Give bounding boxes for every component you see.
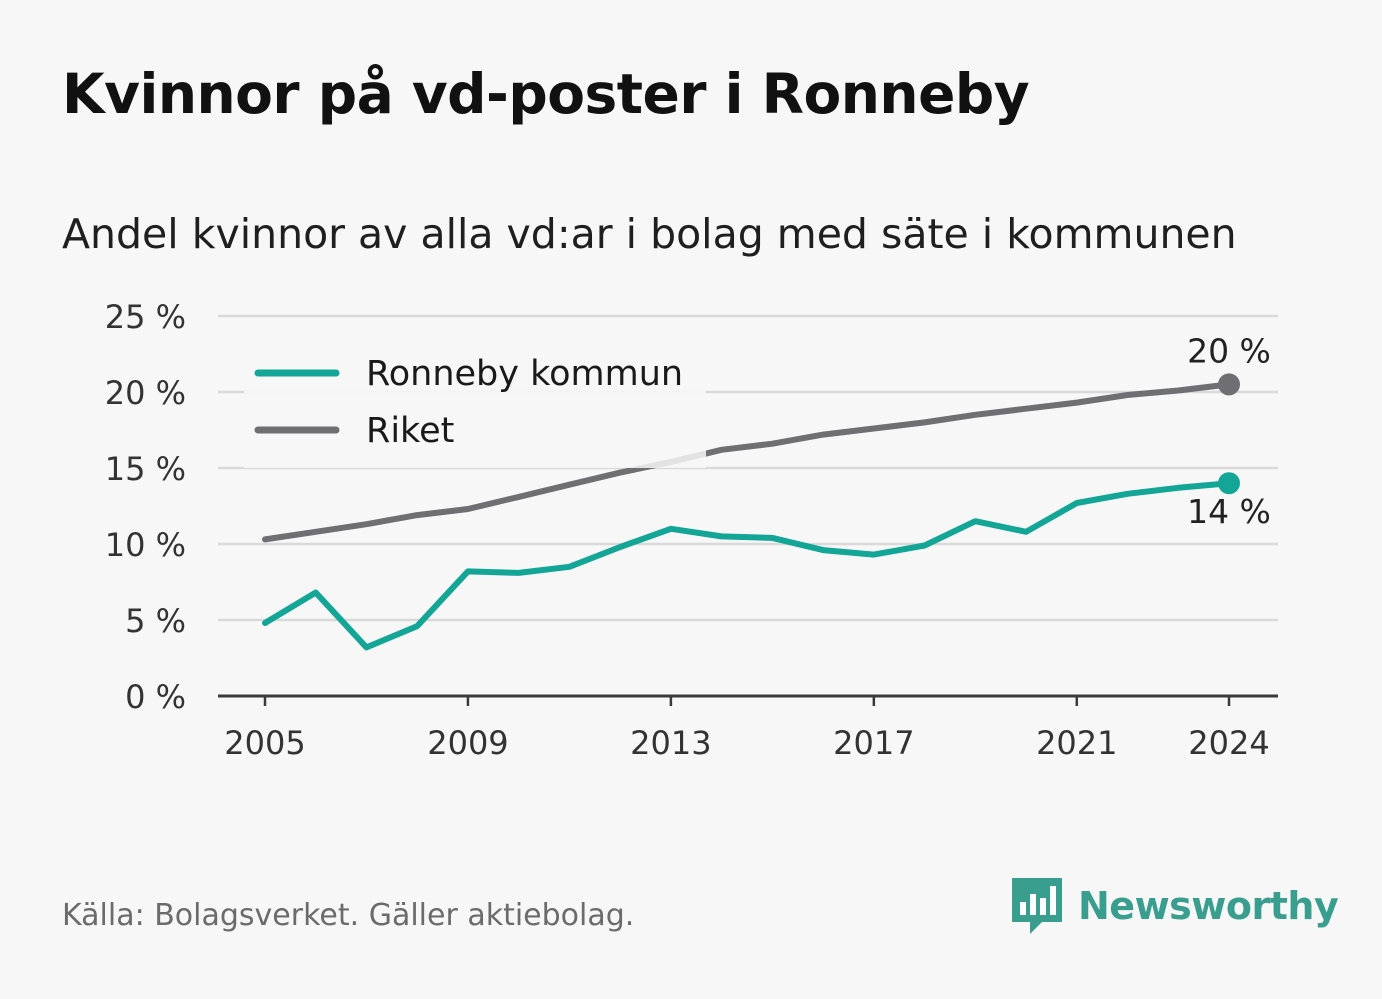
brand-logo: Newsworthy xyxy=(1010,876,1339,936)
x-tick-label: 2009 xyxy=(427,724,508,762)
y-axis-tick-labels: 0 % 5 % 10 % 15 % 20 % 25 % xyxy=(105,298,186,716)
brand-name: Newsworthy xyxy=(1078,884,1339,928)
y-tick-label: 20 % xyxy=(105,374,186,412)
legend-background xyxy=(244,344,706,468)
x-tick-label: 2024 xyxy=(1188,724,1269,762)
x-axis: 2005 2009 2013 2017 2021 2024 xyxy=(218,694,1278,762)
legend-label-riket: Riket xyxy=(366,411,454,451)
x-tick-label: 2017 xyxy=(833,724,914,762)
y-tick-label: 10 % xyxy=(105,526,186,564)
y-tick-label: 5 % xyxy=(125,602,186,640)
end-labels: 20 % 14 % xyxy=(1187,331,1271,531)
end-point-ronneby-kommun xyxy=(1218,472,1240,495)
chart-subtitle: Andel kvinnor av alla vd:ar i bolag med … xyxy=(62,210,1237,258)
y-tick-label: 25 % xyxy=(105,298,186,336)
legend-label-ronneby-kommun: Ronneby kommun xyxy=(366,354,683,394)
newsworthy-logo-icon xyxy=(1012,878,1062,934)
line-chart: 0 %5 %10 %15 %20 %25 % 2005 2009 2013 2017 2… xyxy=(105,298,1278,762)
end-point-riket xyxy=(1218,373,1240,396)
series-line-ronneby-kommun xyxy=(262,480,1232,651)
end-label-riket: 20 % xyxy=(1187,331,1271,370)
legend: Ronneby kommun Riket xyxy=(244,344,706,468)
chart-title: Kvinnor på vd-poster i Ronneby xyxy=(62,62,1030,126)
series-line-riket xyxy=(262,381,1232,543)
y-tick-label: 15 % xyxy=(105,450,186,488)
x-tick-label: 2021 xyxy=(1036,724,1117,762)
end-label-ronneby-kommun: 14 % xyxy=(1187,492,1271,531)
series-lines xyxy=(262,373,1240,651)
source-note: Källa: Bolagsverket. Gäller aktiebolag. xyxy=(62,898,635,933)
y-tick-label: 0 % xyxy=(125,678,186,716)
x-tick-label: 2013 xyxy=(630,724,711,762)
x-tick-label: 2005 xyxy=(224,724,305,762)
